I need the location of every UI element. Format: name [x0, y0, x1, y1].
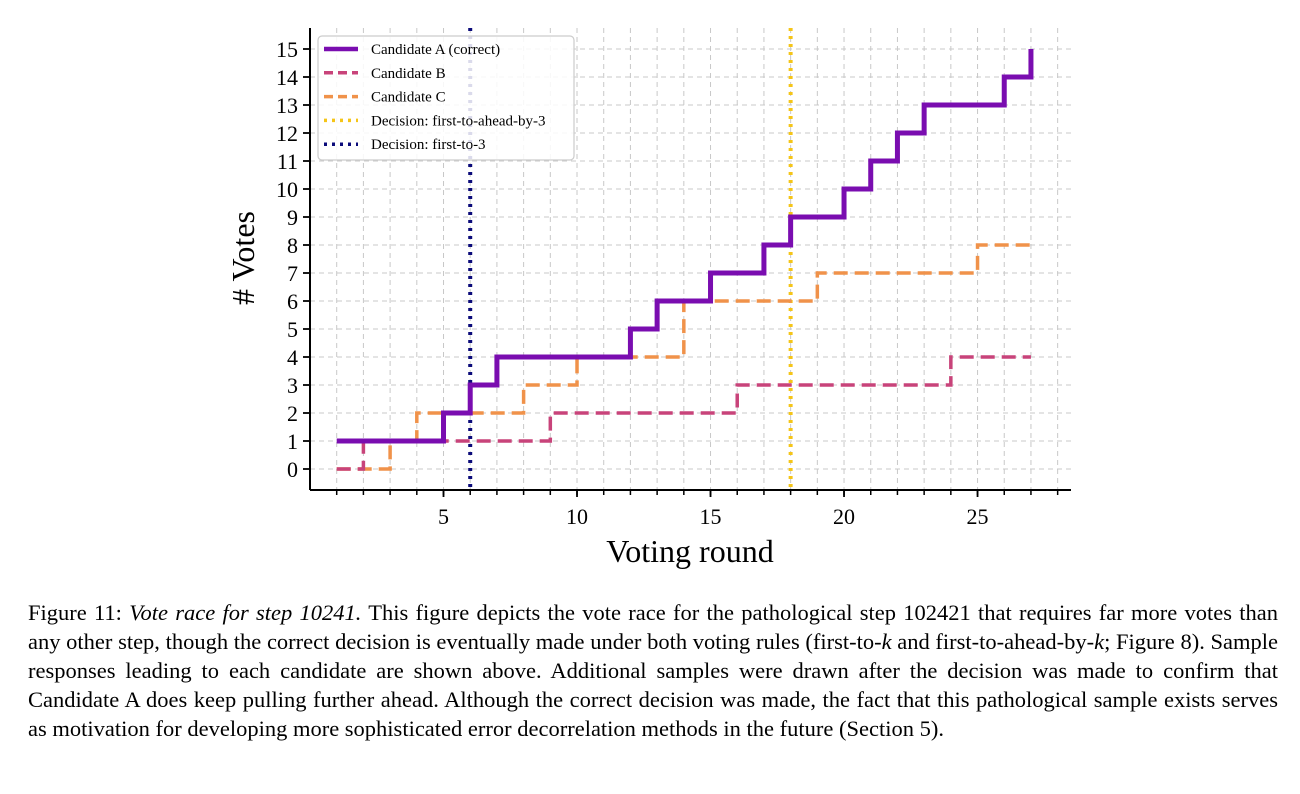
series-line [336, 49, 1034, 444]
legend-box [317, 35, 575, 161]
y-tick-label: 14 [276, 65, 298, 90]
caption-k-2: k [1094, 629, 1105, 654]
y-tick-label: 8 [287, 233, 298, 258]
legend-label: Candidate C [371, 90, 446, 106]
figure-caption: Figure 11: Vote race for step 10241. Thi… [28, 598, 1278, 743]
y-axis-label: # Votes [225, 211, 261, 305]
caption-title: Vote race for step 10241. [129, 600, 362, 625]
legend-label: Candidate A (correct) [371, 42, 500, 58]
y-tick-label: 11 [277, 149, 298, 174]
legend-label: Candidate B [371, 66, 446, 82]
axes [303, 28, 1071, 497]
y-tick-label: 3 [287, 373, 298, 398]
x-axis-label: Voting round [606, 533, 773, 569]
legend-label: Decision: first-to-ahead-by-3 [371, 113, 546, 129]
y-tick-label: 1 [287, 429, 298, 454]
y-tick-label: 5 [287, 317, 298, 342]
x-tick-label: 15 [700, 504, 722, 529]
y-tick-label: 9 [287, 205, 298, 230]
x-tick-label: 10 [566, 504, 588, 529]
y-tick-label: 12 [276, 121, 298, 146]
caption-label: Figure 11: [28, 600, 122, 625]
y-tick-label: 10 [276, 177, 298, 202]
series-line [336, 355, 1031, 471]
legend-label: Decision: first-to-3 [371, 137, 486, 153]
y-tick-label: 6 [287, 289, 298, 314]
y-tick-label: 0 [287, 457, 298, 482]
legend: Candidate A (correct) Candidate B Candidat… [317, 35, 575, 161]
y-tick-label: 15 [276, 37, 298, 62]
series-lines [336, 49, 1034, 471]
x-tick-label: 20 [833, 504, 855, 529]
y-tick-label: 4 [287, 345, 298, 370]
y-tick-label: 13 [276, 93, 298, 118]
y-tick-label: 2 [287, 401, 298, 426]
caption-text-3: ; Figure 8). Sample responses leading to… [28, 629, 1278, 741]
caption-text-2: and first-to-ahead-by- [891, 629, 1095, 654]
caption-k-1: k [881, 629, 892, 654]
y-tick-label: 7 [287, 261, 298, 286]
caption-text-1: This figure depicts the vote race for th… [28, 600, 1279, 654]
x-tick-label: 25 [967, 504, 989, 529]
x-tick-label: 5 [438, 504, 449, 529]
